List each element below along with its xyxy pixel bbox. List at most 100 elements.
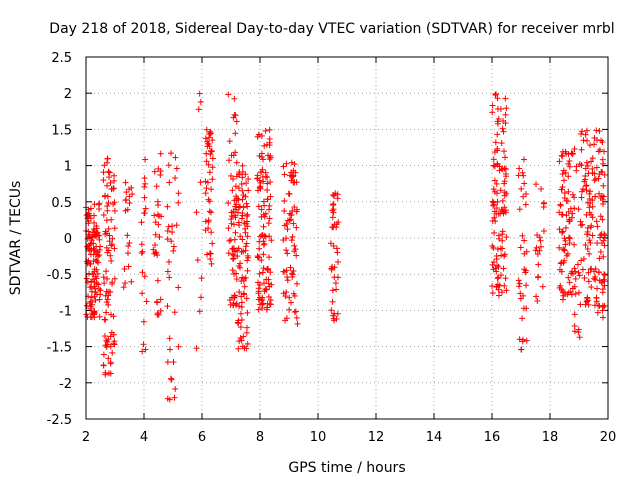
data-point (575, 289, 582, 296)
data-point (330, 242, 337, 249)
data-point (124, 250, 131, 257)
data-point (518, 185, 525, 192)
data-point (577, 222, 584, 229)
data-point (587, 266, 594, 273)
data-point (235, 245, 242, 252)
data-point (104, 296, 111, 303)
data-point (494, 118, 501, 125)
data-point (257, 233, 264, 240)
data-point (166, 179, 173, 186)
data-point (233, 118, 240, 125)
data-point (540, 228, 547, 235)
data-point (158, 213, 165, 220)
data-point (500, 128, 507, 135)
data-point (284, 277, 291, 284)
data-point (584, 231, 591, 238)
data-point (110, 331, 117, 338)
data-point (240, 192, 247, 199)
data-point (204, 251, 211, 258)
data-point (256, 245, 263, 252)
data-point (101, 280, 108, 287)
data-point (88, 240, 95, 247)
data-point (283, 267, 290, 274)
data-point (84, 313, 91, 320)
data-point (281, 197, 288, 204)
data-point (286, 306, 293, 313)
data-points (83, 90, 608, 403)
data-point (226, 237, 233, 244)
data-point (596, 128, 603, 135)
data-point (498, 140, 505, 147)
data-point (535, 261, 542, 268)
data-point (108, 257, 115, 264)
data-point (293, 208, 300, 215)
data-point (586, 250, 593, 257)
data-point (284, 274, 291, 281)
data-point (280, 290, 287, 297)
data-point (236, 338, 243, 345)
data-point (238, 316, 245, 323)
data-point (164, 303, 171, 310)
y-tick-label: 2 (64, 87, 72, 102)
data-point (519, 338, 526, 345)
data-point (209, 137, 216, 144)
data-point (591, 170, 598, 177)
data-point (261, 232, 268, 239)
x-tick-label: 6 (198, 430, 206, 445)
data-point (329, 207, 336, 214)
data-point (169, 223, 176, 230)
data-point (256, 152, 263, 159)
data-point (262, 233, 269, 240)
data-point (109, 241, 116, 248)
data-point (103, 288, 110, 295)
data-point (233, 159, 240, 166)
data-point (589, 232, 596, 239)
data-point (228, 152, 235, 159)
data-point (333, 224, 340, 231)
data-point (568, 270, 575, 277)
data-point (584, 245, 591, 252)
data-point (108, 216, 115, 223)
data-point (171, 394, 178, 401)
data-point (537, 237, 544, 244)
data-point (266, 202, 273, 209)
data-point (576, 334, 583, 341)
data-point (266, 156, 273, 163)
data-point (165, 223, 172, 230)
data-point (584, 127, 591, 134)
data-point (502, 95, 509, 102)
data-point (154, 198, 161, 205)
data-point (111, 207, 118, 214)
data-point (111, 245, 118, 252)
data-point (594, 223, 601, 230)
data-point (95, 253, 102, 260)
data-point (573, 167, 580, 174)
data-point (108, 280, 115, 287)
data-point (293, 224, 300, 231)
data-point (241, 283, 248, 290)
data-point (157, 307, 164, 314)
data-point (241, 345, 248, 352)
data-point (520, 305, 527, 312)
data-point (268, 237, 275, 244)
data-point (96, 251, 103, 258)
data-point (490, 202, 497, 209)
data-point (203, 185, 210, 192)
data-point (105, 225, 112, 232)
x-tick-label: 12 (368, 430, 385, 445)
data-point (331, 264, 338, 271)
data-point (498, 289, 505, 296)
data-point (198, 275, 205, 282)
data-point (197, 294, 204, 301)
data-point (562, 237, 569, 244)
data-point (141, 210, 148, 217)
data-point (593, 294, 600, 301)
data-point (173, 222, 180, 229)
data-point (556, 158, 563, 165)
data-point (266, 215, 273, 222)
data-point (328, 307, 335, 314)
data-point (166, 258, 173, 265)
data-point (175, 284, 182, 291)
data-point (565, 274, 572, 281)
data-point (490, 201, 497, 208)
